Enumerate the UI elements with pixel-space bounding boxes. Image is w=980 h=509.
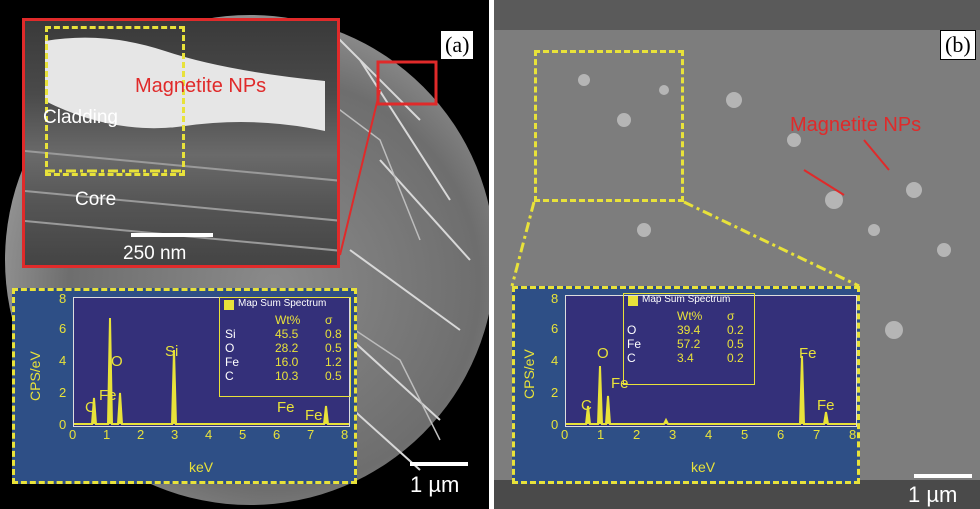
peak-label: C	[85, 399, 96, 416]
peak-label: Fe	[277, 399, 295, 416]
scale-bar-b	[914, 474, 972, 478]
y-tick: 4	[551, 353, 559, 368]
y-axis-label: CPS/eV	[521, 349, 537, 399]
zoom-inset-a: Magnetite NPs Cladding Core 250 nm	[22, 18, 340, 268]
x-tick: 5	[741, 427, 749, 442]
x-tick: 6	[777, 427, 785, 442]
row-el: Fe	[627, 337, 642, 351]
scale-label-b: 1 µm	[908, 482, 958, 507]
row-sigma: 0.2	[727, 351, 744, 365]
y-tick: 6	[551, 321, 559, 336]
core-label: Core	[75, 189, 117, 210]
row-wt: 10.3	[275, 369, 299, 383]
row-el: Si	[225, 327, 236, 341]
peak-label: Fe	[611, 375, 629, 392]
row-el: C	[225, 369, 234, 383]
legend-title: Map Sum Spectrum	[642, 294, 731, 305]
row-wt: 45.5	[275, 327, 299, 341]
selection-box	[45, 26, 185, 176]
row-wt: 28.2	[275, 341, 299, 355]
nps-label-b: Magnetite NPs	[790, 114, 922, 136]
legend-b: Map Sum Spectrum	[623, 293, 755, 385]
peak-label: Fe	[799, 345, 817, 362]
y-tick: 2	[551, 385, 559, 400]
y-tick: 8	[551, 291, 559, 306]
peak-label: O	[111, 353, 123, 370]
y-axis-label: CPS/eV	[27, 351, 43, 401]
eds-panel-b: Map Sum Spectrum Wt% σ O 39.4 0.2 Fe 57.2 0.5…	[512, 286, 860, 484]
peak-label: C	[581, 397, 592, 414]
y-tick: 8	[59, 291, 67, 306]
header-wt: Wt%	[275, 313, 301, 327]
x-axis-label: keV	[691, 459, 716, 475]
peak-label: Fe	[99, 387, 117, 404]
header-sigma: σ	[325, 313, 333, 327]
sem-panel-a: Magnetite NPs Cladding Core 250 nm (a) M…	[0, 0, 489, 509]
selection-box-b	[534, 50, 684, 202]
composition-table-b: Wt% σ O 39.4 0.2 Fe 57.2 0.5 C 3.4 0.2	[627, 309, 747, 365]
row-wt: 16.0	[275, 355, 299, 369]
eds-plot-b	[565, 295, 857, 427]
row-sigma: 1.2	[325, 355, 342, 369]
row-el: O	[627, 323, 637, 337]
sem-panel-b: (b) Magnetite NPs Map Sum Spectrum Wt% σ …	[494, 0, 980, 509]
scale-bar-a	[410, 462, 468, 466]
x-tick: 3	[669, 427, 677, 442]
legend-a: Map Sum Spectrum	[219, 297, 351, 397]
row-wt: 39.4	[677, 323, 701, 337]
eds-plot-a	[73, 297, 350, 427]
x-tick: 0	[69, 427, 77, 442]
row-el: C	[627, 351, 636, 365]
x-tick: 8	[849, 427, 857, 442]
eds-panel-a: Map Sum Spectrum Wt% σ Si 45.5 0.8 O 28.2 0.5…	[12, 288, 357, 484]
x-axis-label: keV	[189, 459, 214, 475]
peak-label: Si	[165, 343, 179, 360]
x-tick: 4	[205, 427, 213, 442]
x-tick: 0	[561, 427, 569, 442]
x-tick: 7	[307, 427, 315, 442]
x-tick: 5	[239, 427, 247, 442]
inset-scale-bar	[131, 233, 213, 237]
x-tick: 2	[633, 427, 641, 442]
panel-tag-b: (b)	[940, 30, 976, 60]
row-sigma: 0.2	[727, 323, 744, 337]
row-el: Fe	[225, 355, 240, 369]
x-tick: 7	[813, 427, 821, 442]
row-sigma: 0.5	[325, 341, 342, 355]
row-el: O	[225, 341, 235, 355]
y-tick: 6	[59, 321, 67, 336]
y-tick: 4	[59, 353, 67, 368]
row-sigma: 0.5	[727, 337, 744, 351]
scale-label-a: 1 µm	[410, 472, 460, 497]
fiber-surface	[494, 0, 980, 509]
peak-label: Fe	[305, 407, 323, 424]
peak-label: Fe	[817, 397, 835, 414]
x-tick: 8	[341, 427, 349, 442]
y-tick: 0	[551, 417, 559, 432]
y-tick: 2	[59, 385, 67, 400]
header-sigma: σ	[727, 309, 735, 323]
x-tick: 2	[137, 427, 145, 442]
nps-label: Magnetite NPs	[135, 75, 267, 97]
x-tick: 3	[171, 427, 179, 442]
inset-scale-label: 250 nm	[123, 243, 187, 264]
x-tick: 1	[103, 427, 111, 442]
row-sigma: 0.5	[325, 369, 342, 383]
y-tick: 0	[59, 417, 67, 432]
x-tick: 6	[273, 427, 281, 442]
legend-title: Map Sum Spectrum	[238, 298, 327, 309]
cladding-label: Cladding	[43, 107, 118, 128]
row-wt: 3.4	[677, 351, 694, 365]
row-sigma: 0.8	[325, 327, 342, 341]
x-tick: 4	[705, 427, 713, 442]
row-wt: 57.2	[677, 337, 701, 351]
panel-tag-a: (a)	[440, 30, 475, 60]
header-wt: Wt%	[677, 309, 703, 323]
peak-label: O	[597, 345, 609, 362]
composition-table-a: Wt% σ Si 45.5 0.8 O 28.2 0.5 Fe 16.0 1.2 C 10.3 0…	[225, 313, 345, 383]
x-tick: 1	[597, 427, 605, 442]
